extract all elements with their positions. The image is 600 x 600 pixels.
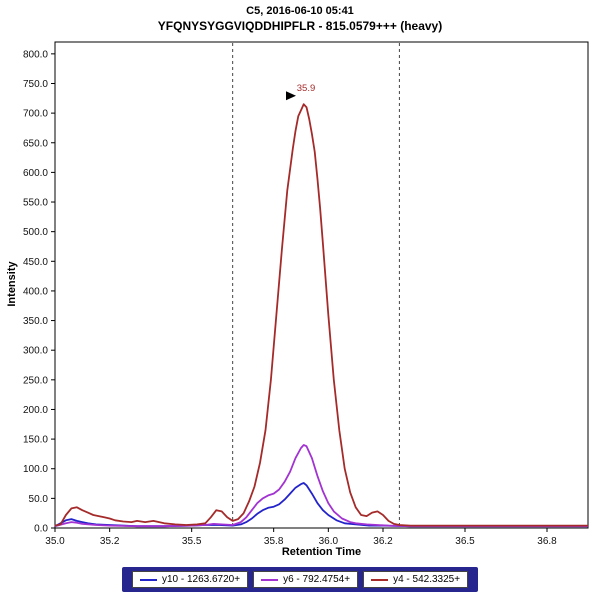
y-tick-label: 450.0 <box>23 257 48 268</box>
y4-line-swatch-icon <box>371 578 389 581</box>
y10-line-swatch-icon <box>139 578 157 581</box>
legend-label-y4: y4 - 542.3325+ <box>393 574 461 585</box>
y-tick-label: 200.0 <box>23 405 48 416</box>
plot-border <box>54 41 589 529</box>
legend-item-y10: y10 - 1263.6720+ <box>131 571 249 588</box>
x-tick-label: 36.5 <box>455 536 475 547</box>
y-tick-label: 750.0 <box>23 79 48 90</box>
y-tick-label: 0.0 <box>34 524 48 535</box>
y-tick-label: 700.0 <box>23 109 48 120</box>
y-tick-label: 600.0 <box>23 168 48 179</box>
y-tick-label: 650.0 <box>23 138 48 149</box>
x-tick-label: 36.0 <box>319 536 339 547</box>
x-tick-label: 36.8 <box>537 536 557 547</box>
y-tick-label: 150.0 <box>23 435 48 446</box>
legend-label-y6: y6 - 792.4754+ <box>283 574 351 585</box>
y-tick-label: 500.0 <box>23 227 48 238</box>
x-tick-label: 35.8 <box>264 536 284 547</box>
x-tick-label: 35.2 <box>100 536 120 547</box>
x-tick-label: 36.2 <box>373 536 393 547</box>
y-tick-label: 350.0 <box>23 316 48 327</box>
y-tick-label: 100.0 <box>23 464 48 475</box>
legend-item-y6: y6 - 792.4754+ <box>253 571 359 588</box>
y-tick-label: 250.0 <box>23 375 48 386</box>
series-y6[interactable] <box>54 444 588 528</box>
x-tick-label: 35.0 <box>45 536 65 547</box>
replicate-title: C5, 2016-06-10 05:41 <box>246 5 354 17</box>
y-tick-label: 300.0 <box>23 346 48 357</box>
x-tick-label: 35.5 <box>182 536 202 547</box>
peak-rt-annotation: 35.9 <box>297 83 316 94</box>
peak-arrow-icon[interactable] <box>286 91 296 101</box>
series-y4[interactable] <box>54 103 588 527</box>
peptide-title: YFQNYSYGGVIQDDHIPFLR - 815.0579+++ (heav… <box>157 19 443 33</box>
y-tick-label: 550.0 <box>23 198 48 209</box>
y-axis-title: Intensity <box>6 261 18 307</box>
legend: y10 - 1263.6720+ y6 - 792.4754+ y4 - 542… <box>121 567 479 592</box>
y6-line-swatch-icon <box>261 578 279 581</box>
legend-item-y4: y4 - 542.3325+ <box>363 571 469 588</box>
y-tick-label: 50.0 <box>29 494 49 505</box>
x-axis-title: Retention Time <box>281 546 362 558</box>
legend-label-y10: y10 - 1263.6720+ <box>161 574 241 585</box>
y-tick-label: 400.0 <box>23 286 48 297</box>
y-tick-label: 800.0 <box>23 49 48 60</box>
